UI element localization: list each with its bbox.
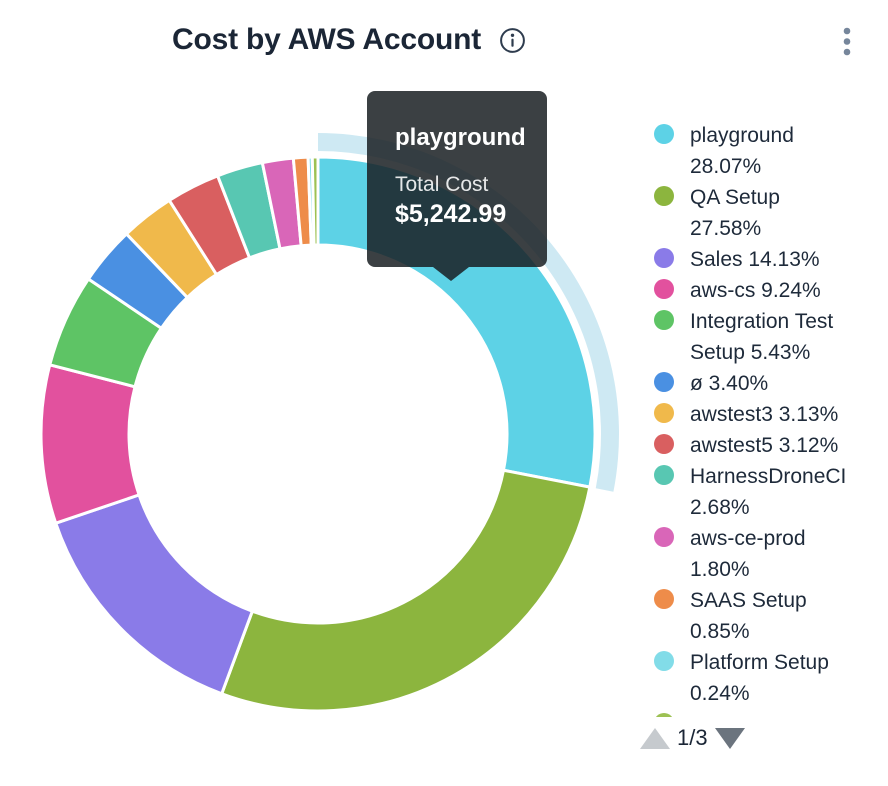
- legend-dot-icon: [654, 310, 674, 330]
- legend-item-aws-cs[interactable]: aws-cs 9.24%: [654, 275, 886, 306]
- legend-item-label: awstest3 3.13%: [690, 403, 839, 426]
- legend-item-Integration Test Setup[interactable]: Integration Test Setup 5.43%: [654, 306, 886, 368]
- legend-dot-icon: [654, 713, 674, 717]
- legend-item-label: SAAS Setup 0.85%: [690, 589, 807, 643]
- pie-segment-next-page-item[interactable]: [310, 155, 320, 247]
- legend-dot-icon: [654, 372, 674, 392]
- legend-item-awstest3[interactable]: awstest3 3.13%: [654, 399, 886, 430]
- legend-item-Platform Setup[interactable]: Platform Setup 0.24%: [654, 647, 886, 709]
- legend-item-label: awstest5 3.12%: [690, 434, 839, 457]
- legend-item-label: HarnessDroneCI 2.68%: [690, 465, 847, 519]
- legend-item-label: Platform Setup 0.24%: [690, 651, 829, 705]
- legend-item-next-page[interactable]: [654, 709, 886, 717]
- legend-page-down-button[interactable]: [714, 727, 745, 749]
- chart-legend: playground 28.07% QA Setup 27.58% Sales 14…: [654, 120, 886, 717]
- legend-item-awstest5[interactable]: awstest5 3.12%: [654, 430, 886, 461]
- legend-item-HarnessDroneCI[interactable]: HarnessDroneCI 2.68%: [654, 461, 886, 523]
- legend-dot-icon: [654, 186, 674, 206]
- pie-segment-Sales[interactable]: [54, 493, 254, 696]
- legend-dot-icon: [654, 248, 674, 268]
- pie-segment-QA Setup[interactable]: [220, 468, 592, 713]
- legend-item-aws-ce-prod[interactable]: aws-ce-prod 1.80%: [654, 523, 886, 585]
- legend-dot-icon: [654, 434, 674, 454]
- legend-item-QA Setup[interactable]: QA Setup 27.58%: [654, 182, 886, 244]
- legend-dot-icon: [654, 651, 674, 671]
- legend-item-ø[interactable]: ø 3.40%: [654, 368, 886, 399]
- legend-item-label: playground 28.07%: [690, 124, 794, 178]
- legend-dot-icon: [654, 589, 674, 609]
- chart-title: Cost by AWS Account: [172, 23, 481, 56]
- legend-dot-icon: [654, 465, 674, 485]
- legend-item-label: aws-cs 9.24%: [690, 279, 821, 302]
- legend-item-label: Sales 14.13%: [690, 248, 820, 271]
- legend-page-up-button[interactable]: [640, 727, 670, 749]
- legend-dot-icon: [654, 527, 674, 547]
- tooltip-metric-label: Total Cost: [395, 173, 489, 196]
- legend-item-label: aws-ce-prod 1.80%: [690, 527, 806, 581]
- legend-dot-icon: [654, 124, 674, 144]
- legend-page-indicator: 1/3: [677, 725, 708, 750]
- chart-header: Cost by AWS Account: [172, 20, 526, 60]
- kebab-menu-icon[interactable]: [840, 26, 854, 60]
- tooltip-series-name: playground: [395, 124, 526, 151]
- pie-segment-aws-cs[interactable]: [39, 363, 141, 525]
- legend-item-label: Integration Test Setup 5.43%: [690, 310, 834, 364]
- legend-dot-icon: [654, 403, 674, 423]
- legend-item-SAAS Setup[interactable]: SAAS Setup 0.85%: [654, 585, 886, 647]
- legend-item-label: QA Setup 27.58%: [690, 186, 780, 240]
- legend-pagination: 1/3: [640, 727, 745, 749]
- legend-item-playground[interactable]: playground 28.07%: [654, 120, 886, 182]
- legend-item-label: ø 3.40%: [690, 372, 769, 395]
- tooltip-metric-value: $5,242.99: [395, 200, 507, 228]
- chart-tooltip: playground Total Cost $5,242.99: [367, 91, 547, 281]
- info-icon[interactable]: [499, 27, 526, 54]
- legend-dot-icon: [654, 279, 674, 299]
- legend-item-Sales[interactable]: Sales 14.13%: [654, 244, 886, 275]
